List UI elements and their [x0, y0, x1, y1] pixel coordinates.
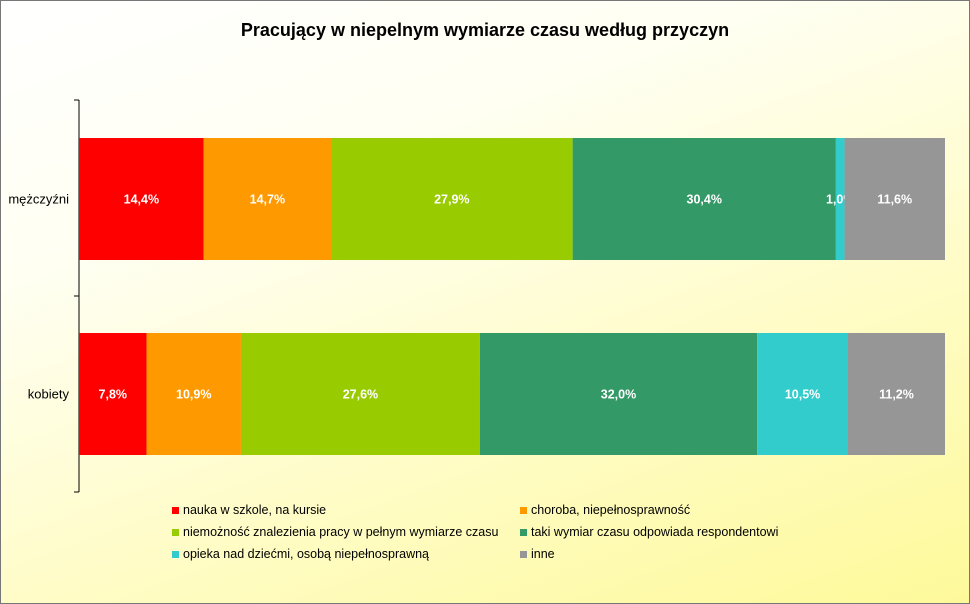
legend-item-5: inne: [520, 547, 555, 561]
legend-label-3: taki wymiar czasu odpowiada respondentow…: [531, 525, 779, 539]
bar-0-3: [572, 138, 836, 260]
category-label-0: mężczyźni: [8, 192, 69, 207]
bar-0-0: [79, 138, 204, 260]
legend-swatch-3: [520, 528, 527, 536]
data-label-1-3: 32,0%: [601, 388, 636, 402]
chart-title: Pracujący w niepelnym wymiarze czasu wed…: [240, 20, 730, 40]
bar-1-2: [240, 333, 480, 455]
legend-swatch-2: [172, 528, 179, 536]
data-label-1-2: 27,6%: [343, 388, 378, 402]
legend-swatch-4: [172, 550, 179, 558]
bar-0-5: [844, 138, 945, 260]
legend-label-2: niemożność znalezienia pracy w pełnym wy…: [183, 525, 499, 539]
data-label-0-2: 27,9%: [434, 193, 469, 207]
bar-1-1: [146, 333, 241, 455]
data-label-0-1: 14,7%: [250, 193, 285, 207]
data-label-1-4: 10,5%: [785, 388, 820, 402]
data-label-0-0: 14,4%: [124, 193, 159, 207]
data-label-1-0: 7,8%: [99, 388, 128, 402]
legend-item-4: opieka nad dziećmi, osobą niepełnosprawn…: [172, 547, 429, 561]
legend-label-4: opieka nad dziećmi, osobą niepełnosprawn…: [183, 547, 429, 561]
legend-item-3: taki wymiar czasu odpowiada respondentow…: [520, 525, 778, 539]
legend-item-1: choroba, niepełnosprawność: [520, 503, 690, 517]
bar-1-4: [757, 333, 849, 455]
bar-1-5: [848, 333, 945, 455]
legend-label-5: inne: [531, 547, 555, 561]
legend-label-1: choroba, niepełnosprawność: [531, 503, 691, 517]
bar-0-4: [835, 138, 845, 260]
bar-1-3: [479, 333, 758, 455]
legend-item-2: niemożność znalezienia pracy w pełnym wy…: [172, 525, 498, 539]
data-label-0-3: 30,4%: [687, 193, 722, 207]
legend-label-0: nauka w szkole, na kursie: [183, 503, 327, 517]
data-label-0-5: 11,6%: [877, 193, 912, 207]
bar-0-2: [331, 138, 573, 260]
legend-swatch-1: [520, 506, 527, 514]
bar-0-1: [203, 138, 332, 260]
legend-swatch-5: [520, 550, 527, 558]
bar-1-0: [79, 333, 147, 455]
legend-swatch-0: [172, 506, 179, 514]
data-label-1-5: 11,2%: [879, 388, 914, 402]
category-label-1: kobiety: [28, 387, 70, 402]
legend-item-0: nauka w szkole, na kursie: [172, 503, 326, 517]
data-label-1-1: 10,9%: [176, 388, 211, 402]
